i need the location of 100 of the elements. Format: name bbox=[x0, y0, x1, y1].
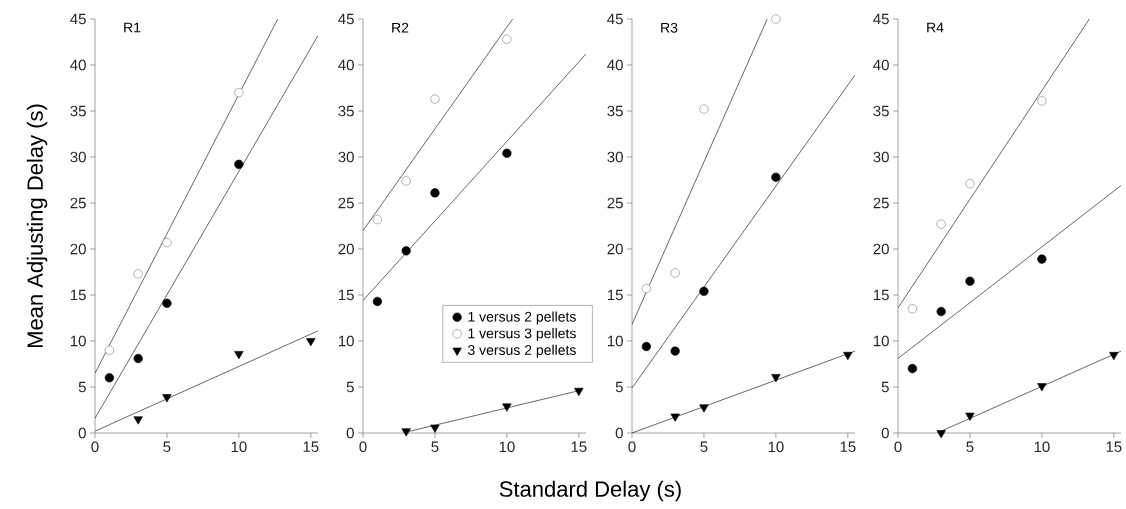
point bbox=[502, 34, 512, 44]
point bbox=[372, 296, 382, 307]
x-tick-label: 5 bbox=[431, 441, 439, 452]
chart-title: R2 bbox=[392, 22, 409, 33]
point bbox=[104, 373, 114, 383]
y-tick-label: 10 bbox=[873, 335, 889, 347]
point bbox=[699, 404, 709, 413]
x-tick-label: 15 bbox=[840, 441, 856, 452]
y-tick-label: 35 bbox=[607, 105, 623, 117]
x-tick-label: 15 bbox=[1106, 441, 1122, 452]
y-tick-label: 20 bbox=[70, 243, 86, 255]
point bbox=[670, 346, 680, 356]
y-tick-label: 30 bbox=[70, 151, 86, 163]
x-tick-label: 0 bbox=[91, 441, 99, 453]
y-tick-label: 45 bbox=[873, 13, 889, 25]
x-tick-label: 0 bbox=[359, 441, 367, 453]
y-tick-label: 0 bbox=[881, 427, 889, 439]
y-tick-label: 35 bbox=[873, 105, 889, 117]
point bbox=[162, 394, 172, 403]
point bbox=[699, 104, 709, 114]
y-tick-label: 30 bbox=[873, 151, 889, 163]
point bbox=[1037, 96, 1047, 106]
legend-label: 1 versus 3 pellets bbox=[468, 328, 576, 342]
x-tick-label: 0 bbox=[628, 441, 636, 453]
x-tick-label: 5 bbox=[966, 441, 974, 452]
x-tick-label: 5 bbox=[700, 441, 708, 452]
point bbox=[162, 237, 172, 248]
x-tick-label: 15 bbox=[571, 441, 587, 452]
y-tick-label: 5 bbox=[615, 381, 623, 393]
y-tick-label: 30 bbox=[338, 151, 354, 163]
y-tick-label: 45 bbox=[70, 13, 86, 25]
point bbox=[372, 214, 382, 225]
point bbox=[401, 428, 411, 437]
y-tick-label: 20 bbox=[338, 243, 354, 255]
x-tick-label: 10 bbox=[768, 441, 784, 453]
y-tick-label: 35 bbox=[338, 105, 354, 117]
point bbox=[936, 306, 946, 317]
point bbox=[771, 172, 781, 182]
y-tick-label: 40 bbox=[70, 59, 86, 71]
y-tick-label: 0 bbox=[78, 427, 86, 439]
point bbox=[936, 430, 946, 439]
y-tick-label: 25 bbox=[607, 197, 623, 209]
point bbox=[965, 412, 975, 421]
point bbox=[907, 364, 917, 374]
y-tick-label: 5 bbox=[881, 381, 889, 393]
point bbox=[907, 304, 917, 314]
point bbox=[670, 413, 680, 422]
point bbox=[574, 387, 584, 396]
y-tick-label: 20 bbox=[873, 243, 889, 255]
point bbox=[234, 351, 244, 360]
y-tick-label: 0 bbox=[346, 427, 354, 439]
point bbox=[502, 403, 512, 412]
point bbox=[430, 188, 440, 198]
point bbox=[1037, 254, 1047, 264]
x-tick-label: 15 bbox=[303, 441, 319, 452]
y-tick-label: 10 bbox=[70, 335, 86, 347]
chart-title: R3 bbox=[661, 22, 678, 33]
point bbox=[771, 374, 781, 383]
y-tick-label: 45 bbox=[607, 13, 623, 25]
point bbox=[771, 14, 781, 24]
point bbox=[133, 416, 143, 425]
x-tick-label: 10 bbox=[231, 441, 247, 453]
chart-title: R4 bbox=[927, 22, 944, 33]
point bbox=[1037, 383, 1047, 392]
y-tick-label: 40 bbox=[607, 59, 623, 71]
y-tick-label: 5 bbox=[78, 381, 86, 393]
y-tick-label: 30 bbox=[607, 151, 623, 163]
y-tick-label: 5 bbox=[346, 381, 354, 393]
y-tick-label: 20 bbox=[607, 243, 623, 255]
x-axis-title: Standard Delay (s) bbox=[499, 480, 681, 502]
point bbox=[162, 298, 172, 308]
y-tick-label: 35 bbox=[70, 105, 86, 117]
x-tick-label: 0 bbox=[894, 441, 902, 453]
chart-title: R1 bbox=[124, 22, 141, 33]
point bbox=[306, 338, 316, 347]
y-tick-label: 10 bbox=[338, 335, 354, 347]
x-tick-label: 10 bbox=[499, 441, 515, 453]
legend-label: 3 versus 2 pellets bbox=[467, 344, 576, 358]
point bbox=[430, 94, 440, 104]
point bbox=[430, 424, 440, 433]
y-axis-title: Mean Adjusting Delay (s) bbox=[26, 104, 48, 348]
point bbox=[641, 341, 651, 352]
y-tick-label: 40 bbox=[338, 59, 354, 71]
point bbox=[641, 283, 651, 294]
point bbox=[234, 159, 244, 169]
x-tick-label: 10 bbox=[1034, 441, 1050, 453]
point bbox=[936, 219, 946, 229]
x-tick-label: 5 bbox=[163, 441, 171, 452]
y-tick-label: 10 bbox=[607, 335, 623, 347]
point bbox=[502, 148, 512, 158]
point bbox=[401, 246, 411, 256]
point bbox=[965, 179, 975, 189]
y-tick-label: 25 bbox=[338, 197, 354, 209]
y-tick-label: 25 bbox=[70, 197, 86, 209]
point bbox=[234, 88, 244, 98]
point bbox=[133, 269, 143, 279]
y-tick-label: 15 bbox=[338, 289, 354, 301]
point bbox=[699, 286, 709, 296]
point bbox=[401, 176, 411, 186]
legend-label: 1 versus 2 pellets bbox=[468, 311, 576, 325]
